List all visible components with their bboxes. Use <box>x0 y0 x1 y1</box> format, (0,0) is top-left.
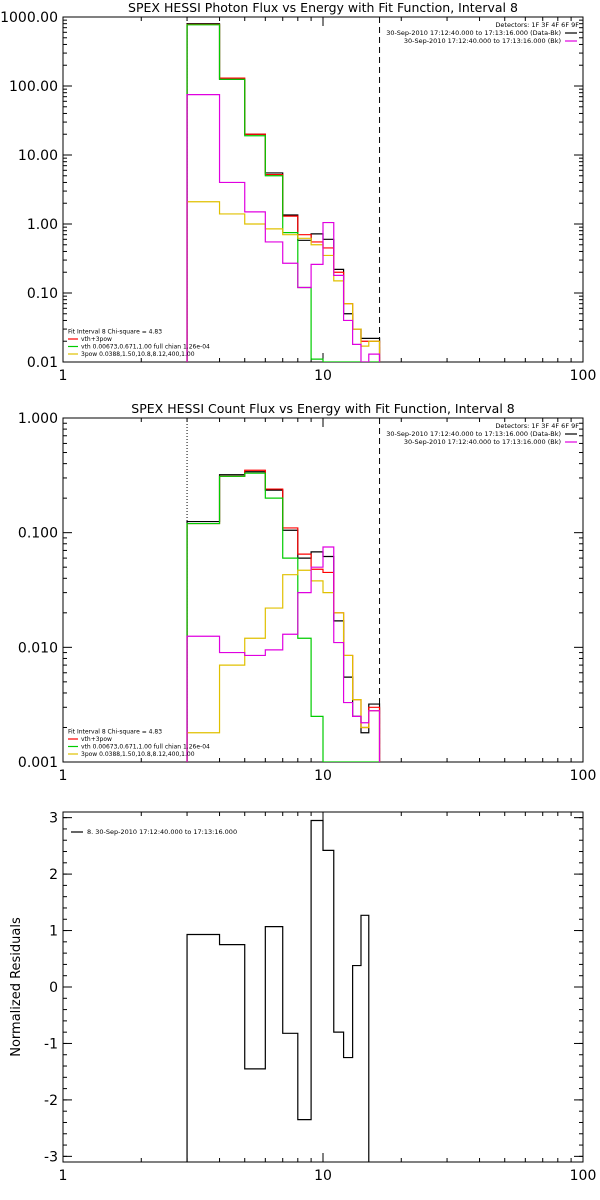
x-tick-label: 100 <box>570 1168 597 1184</box>
y-tick-label: 0.100 <box>18 526 58 542</box>
fit-legend-text: vth 0.00673,0.671,1.00 full chian 1.26e-… <box>81 344 210 351</box>
legend-text: 8. 30-Sep-2010 17:12:40.000 to 17:13:16.… <box>87 828 237 836</box>
y-tick-label: 0.01 <box>27 355 58 371</box>
series-group <box>186 469 381 762</box>
y-tick-label: 1.000 <box>18 411 58 427</box>
fit-legend-text: Fit Interval 8 Chi-square = 4.83 <box>68 729 162 736</box>
y-tick-label: -2 <box>44 1093 58 1109</box>
chart-panel-3: Normalized Residuals 1 10 100 -3 -2 -1 0 1 2 3 8. 3… <box>9 811 596 1184</box>
y-tick-label: 10.00 <box>18 148 58 164</box>
series-line <box>186 24 381 362</box>
legend-text: 30-Sep-2010 17:12:40.000 to 17:13:16.000… <box>386 29 561 37</box>
series-group <box>186 819 370 1162</box>
y-axis-label: Normalized Residuals <box>9 917 24 1057</box>
chart-panel-2: SPEX HESSI Count Flux vs Energy with Fit… <box>18 401 596 784</box>
series-line <box>186 94 381 362</box>
y-tick-label: 2 <box>49 867 58 883</box>
series-line <box>186 201 381 362</box>
y-tick-label: 1.00 <box>27 217 58 233</box>
legend-text: 30-Sep-2010 17:12:40.000 to 17:13:16.000… <box>404 438 561 446</box>
y-tick-label: 0.001 <box>18 755 58 771</box>
x-tick-label: 100 <box>570 368 597 384</box>
y-tick-label: 3 <box>49 811 58 827</box>
series-line <box>186 546 381 762</box>
x-tick-label: 100 <box>570 768 597 784</box>
plot-frame <box>62 811 584 1163</box>
legend-text: 30-Sep-2010 17:12:40.000 to 17:13:16.000… <box>386 430 561 438</box>
series-line <box>186 472 381 762</box>
legend-text: Detectors: 1F 3F 4F 6F 9F <box>495 422 579 430</box>
series-group <box>186 23 381 362</box>
fit-legend-text: vth 0.00673,0.671,1.00 full chian 1.26e-… <box>81 744 210 751</box>
y-tick-label: 1 <box>49 924 58 940</box>
series-line <box>186 569 381 762</box>
y-tick-label: 1000.00 <box>0 10 58 26</box>
y-tick-label: -3 <box>44 1149 58 1165</box>
chart-title: SPEX HESSI Count Flux vs Energy with Fit… <box>131 401 514 416</box>
fit-legend-text: vth+3pow <box>81 336 112 343</box>
y-tick-label: 100.00 <box>9 79 58 95</box>
x-tick-label: 1 <box>59 368 68 384</box>
chart-panel-1: SPEX HESSI Photon Flux vs Energy with Fi… <box>0 0 596 384</box>
x-tick-label: 1 <box>59 768 68 784</box>
fit-legend-text: 3pow 0.0388,1.50,10.8,8.12,400,1.00 <box>81 351 195 358</box>
x-tick-label: 1 <box>59 1168 68 1184</box>
legend-text: Detectors: 1F 3F 4F 6F 9F <box>495 21 579 29</box>
fit-legend-text: vth+3pow <box>81 736 112 743</box>
y-tick-label: 0 <box>49 980 58 996</box>
chart-title: SPEX HESSI Photon Flux vs Energy with Fi… <box>128 0 518 15</box>
series-line <box>186 819 370 1162</box>
y-tick-label: 0.10 <box>27 286 58 302</box>
x-tick-label: 10 <box>314 768 332 784</box>
plot-frame <box>62 16 584 363</box>
x-tick-label: 10 <box>314 368 332 384</box>
legend-text: 30-Sep-2010 17:12:40.000 to 17:13:16.000… <box>404 37 561 45</box>
y-tick-label: 0.010 <box>18 640 58 656</box>
y-tick-label: -1 <box>44 1036 58 1052</box>
x-tick-label: 10 <box>314 1168 332 1184</box>
fit-legend-text: 3pow 0.0388,1.50,10.8,8.12,400,1.00 <box>81 751 195 758</box>
fit-legend-text: Fit Interval 8 Chi-square = 4.83 <box>68 329 162 336</box>
